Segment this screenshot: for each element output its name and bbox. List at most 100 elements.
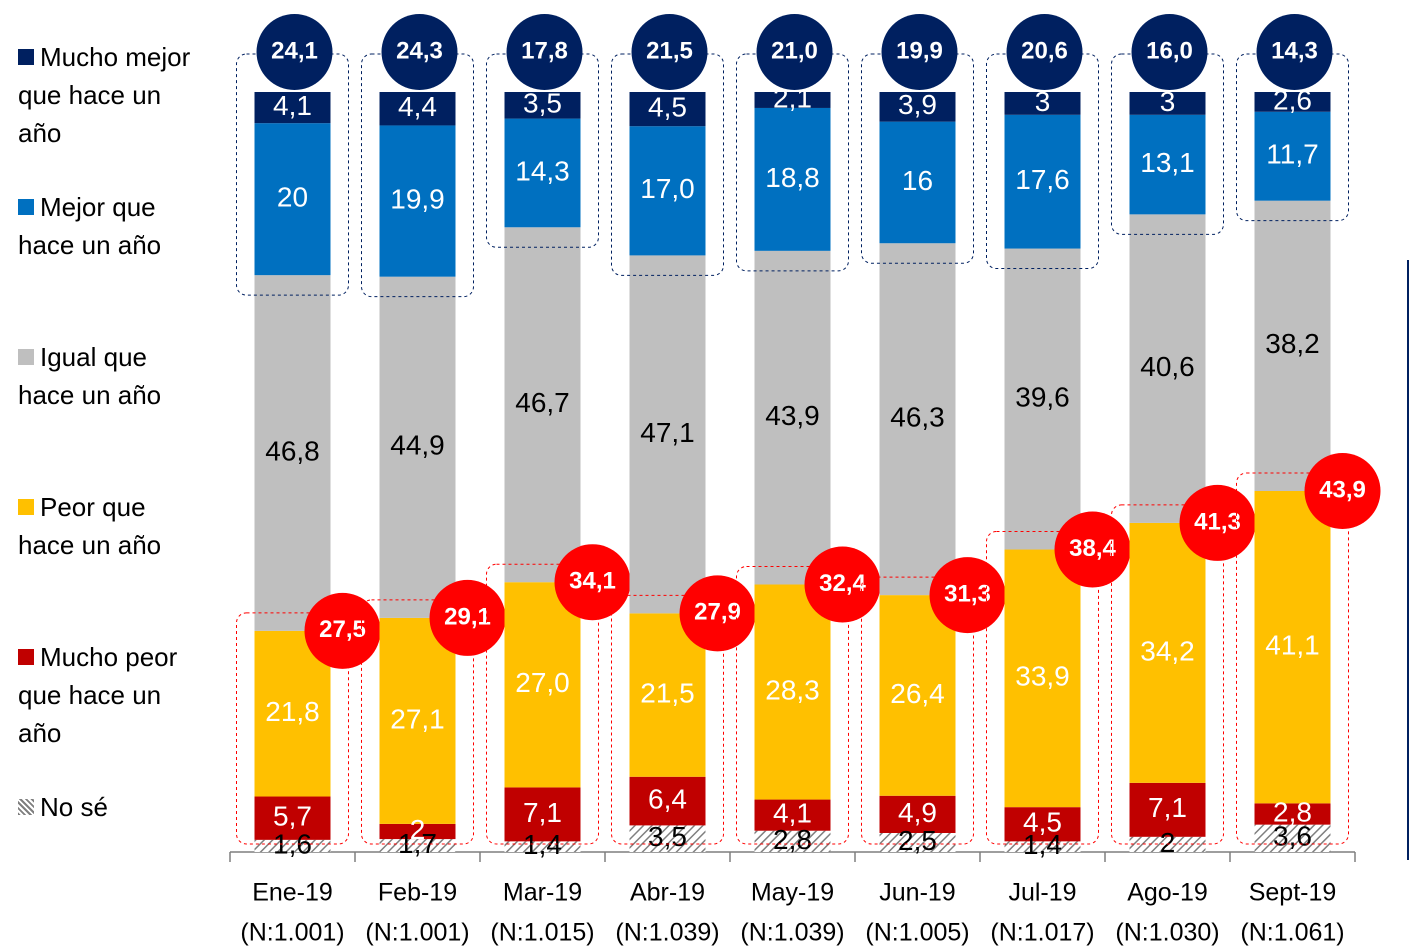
group-outline	[486, 53, 599, 248]
data-label: 2	[1160, 827, 1176, 858]
data-label: 4,4	[398, 91, 437, 122]
bar-segment	[504, 92, 581, 119]
bar-segment	[1129, 522, 1206, 783]
bar-segment	[754, 584, 831, 800]
legend-swatch	[18, 649, 34, 665]
data-label: 47,1	[640, 417, 695, 448]
legend-item: Mucho mejor que hace un año	[18, 38, 208, 152]
legend-item: No sé	[18, 788, 208, 826]
x-tick-label: May-19	[751, 879, 834, 907]
data-label: 17,0	[640, 173, 695, 204]
bar-segment	[879, 833, 956, 852]
bar-segment	[504, 787, 581, 842]
data-label: 2	[410, 814, 426, 845]
positive-total-bubble	[506, 14, 583, 90]
positive-total-label: 17,8	[521, 37, 568, 64]
bar-segment	[754, 250, 831, 585]
data-label: 11,7	[1266, 139, 1318, 170]
data-label: 33,9	[1015, 661, 1070, 692]
bar-segment	[1254, 92, 1331, 112]
bar-segment	[754, 830, 831, 852]
data-label: 1,4	[1023, 829, 1062, 860]
positive-total-label: 19,9	[896, 37, 943, 64]
bar-segment	[754, 92, 831, 108]
bar-segment	[254, 796, 331, 840]
legend-label: Mejor que hace un año	[18, 192, 162, 260]
bar-segment	[879, 121, 956, 244]
data-label: 14,3	[515, 155, 570, 186]
data-label: 3,6	[1273, 821, 1312, 852]
bar-segment	[1254, 824, 1331, 852]
legend-item: Igual que hace un año	[18, 338, 208, 414]
negative-total-label: 43,9	[1319, 476, 1366, 503]
bar-segment	[504, 582, 581, 788]
negative-total-label: 38,4	[1069, 535, 1116, 562]
data-label: 40,6	[1140, 351, 1195, 382]
negative-total-label: 41,3	[1194, 508, 1241, 535]
bar-segment	[754, 799, 831, 831]
bar-segment	[254, 123, 331, 276]
x-tick-label: Jun-19	[879, 879, 955, 907]
bar-segment	[879, 595, 956, 796]
data-label: 4,1	[273, 90, 312, 121]
group-outline	[486, 563, 599, 845]
sample-size-label: (N:1.039)	[615, 919, 719, 947]
bar-segment	[379, 125, 456, 277]
data-label: 1,7	[398, 828, 437, 859]
positive-total-label: 21,0	[771, 37, 818, 64]
data-label: 43,9	[765, 400, 820, 431]
bar-segment	[379, 92, 456, 126]
group-outline	[861, 576, 974, 845]
x-tick-label: Feb-19	[378, 879, 457, 907]
x-tick-label: Mar-19	[503, 879, 582, 907]
bar-segment	[379, 617, 456, 824]
data-label: 4,9	[898, 797, 937, 828]
negative-total-bubble	[429, 579, 506, 656]
data-label: 20	[277, 182, 308, 213]
x-tick-label: Ene-19	[252, 879, 333, 907]
bar-segment	[379, 823, 456, 840]
bar-segment	[254, 275, 331, 631]
data-label: 27,1	[390, 703, 445, 734]
bar-segment	[379, 276, 456, 618]
legend-swatch	[18, 799, 34, 815]
sample-size-label: (N:1.015)	[490, 919, 594, 947]
negative-total-bubble	[1304, 453, 1381, 529]
data-label: 2,5	[898, 825, 937, 856]
data-label: 3	[1035, 86, 1051, 117]
negative-total-bubble	[304, 592, 381, 669]
data-label: 7,1	[1148, 792, 1187, 823]
positive-total-label: 24,1	[271, 37, 318, 64]
data-label: 46,7	[515, 387, 570, 418]
group-outline	[1111, 53, 1224, 235]
bar-segment	[1004, 92, 1081, 115]
legend-item: Mejor que hace un año	[18, 188, 208, 264]
group-outline	[986, 531, 1099, 845]
sample-size-label: (N:1.005)	[865, 919, 969, 947]
data-label: 21,8	[265, 696, 320, 727]
legend-label: Peor que hace un año	[18, 492, 162, 560]
legend-item: Mucho peor que hace un año	[18, 638, 208, 752]
legend-label: Igual que hace un año	[18, 342, 162, 410]
positive-total-label: 21,5	[646, 37, 693, 64]
x-tick-label: Sept-19	[1249, 879, 1337, 907]
positive-total-bubble	[1131, 14, 1208, 90]
group-outline	[736, 53, 849, 272]
x-tick-label: Abr-19	[630, 879, 705, 907]
data-label: 26,4	[890, 678, 945, 709]
data-label: 6,4	[648, 783, 687, 814]
data-label: 7,1	[523, 797, 562, 828]
data-label: 5,7	[273, 801, 312, 832]
bar-segment	[1129, 114, 1206, 215]
bar-segment	[1004, 114, 1081, 249]
legend-label: Mucho peor que hace un año	[18, 642, 178, 748]
data-label: 2,8	[773, 824, 812, 855]
data-label: 17,6	[1015, 164, 1070, 195]
data-label: 41,1	[1265, 630, 1320, 661]
negative-total-label: 34,1	[569, 568, 616, 595]
group-outline	[1236, 472, 1349, 845]
bar-segment	[629, 126, 706, 256]
data-label: 4,5	[648, 91, 687, 122]
bar-segment	[629, 776, 706, 826]
group-outline	[1236, 53, 1349, 222]
